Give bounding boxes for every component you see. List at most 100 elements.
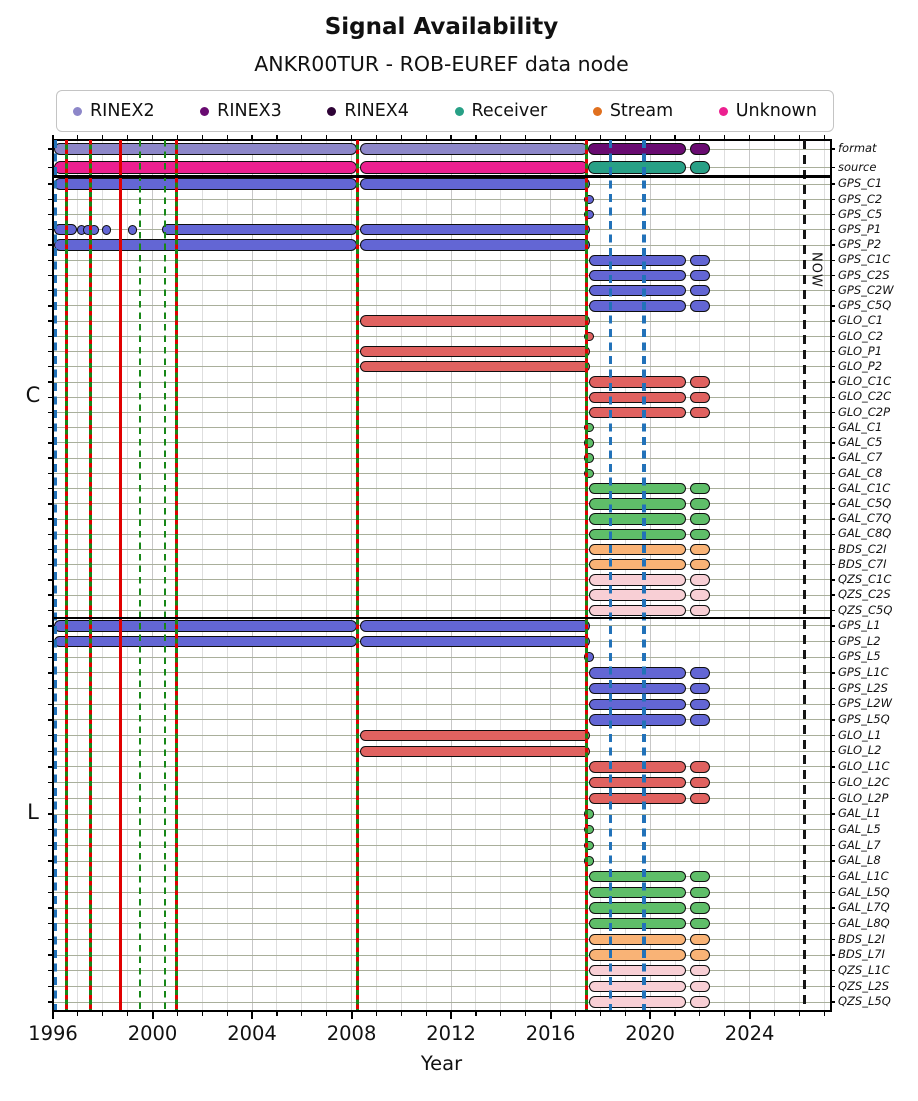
x-minor-tick: [151, 1011, 154, 1016]
x-minor-tick: [699, 1011, 701, 1016]
grid-line-vertical: [201, 140, 203, 1010]
x-minor-tick-top: [624, 134, 626, 139]
row-tick-right: [830, 381, 835, 383]
availability-bar: [589, 792, 687, 804]
x-minor-tick: [176, 1011, 178, 1016]
row-tick-right: [830, 766, 835, 768]
row-tick-right: [830, 828, 835, 831]
x-minor-tick: [226, 1011, 228, 1016]
row-tick-left: [48, 703, 53, 705]
row-label: source: [838, 159, 877, 174]
row-tick-left: [48, 985, 53, 988]
row-gridline: [53, 656, 830, 658]
row-label: GLO_P1: [838, 343, 883, 358]
row-label: QZS_C1C: [838, 572, 892, 587]
row-gridline: [53, 198, 830, 200]
grid-line-vertical: [77, 140, 79, 1010]
availability-dot: [584, 840, 594, 851]
availability-bar: [689, 513, 710, 525]
row-tick-right: [830, 442, 835, 444]
event-line-receiver-change: [118, 140, 122, 1010]
section-label-c: C: [25, 383, 41, 408]
row-tick-left: [48, 350, 53, 353]
grid-line-vertical: [574, 140, 576, 1010]
grid-line-vertical: [251, 140, 253, 1010]
x-minor-tick: [624, 1011, 626, 1016]
grid-line-vertical: [301, 140, 303, 1010]
x-minor-tick-top: [500, 134, 502, 139]
availability-bar: [689, 965, 710, 977]
availability-bar: [689, 886, 710, 899]
row-tick-left: [48, 672, 53, 674]
availability-bar: [360, 178, 591, 190]
row-tick-right: [830, 703, 835, 705]
row-gridline: [53, 488, 830, 490]
row-tick-right: [830, 411, 835, 414]
row-label: QZS_C2S: [838, 587, 891, 602]
row-label: GPS_C1: [838, 176, 883, 191]
x-minor-tick: [77, 1011, 79, 1016]
row-tick-right: [830, 213, 835, 216]
availability-bar: [589, 714, 687, 726]
grid-line-vertical: [276, 140, 278, 1010]
row-tick-left: [48, 954, 53, 956]
row-tick-left: [48, 640, 53, 643]
row-label: GPS_P2: [838, 237, 882, 252]
event-line-antenna-change: [138, 140, 142, 1010]
availability-bar: [589, 528, 687, 540]
availability-bar: [360, 745, 591, 757]
row-label: BDS_C7I: [838, 556, 887, 571]
availability-dot: [584, 422, 594, 433]
row-tick-left: [48, 396, 53, 398]
availability-bar: [589, 698, 687, 710]
x-major-tick: [350, 1011, 353, 1019]
availability-bar: [589, 513, 687, 525]
x-minor-tick-top: [574, 134, 577, 139]
row-tick-left: [48, 274, 53, 277]
availability-bar: [360, 361, 591, 373]
x-tick-label: 2016: [525, 1022, 576, 1045]
availability-bar: [689, 391, 710, 403]
grid-line-vertical: [450, 140, 452, 1010]
availability-bar: [689, 776, 710, 789]
row-tick-right: [830, 876, 835, 878]
chart-title: Signal Availability: [324, 14, 559, 40]
legend-item-rinex4: RINEX4: [327, 101, 409, 121]
grid-line-vertical: [400, 140, 402, 1010]
availability-bar: [589, 604, 687, 617]
event-line-red-dash-overlay: [356, 140, 360, 1010]
row-tick-right: [830, 844, 835, 847]
row-label: GPS_P1: [838, 221, 882, 236]
row-label: BDS_C2I: [838, 541, 887, 556]
row-gridline: [53, 938, 830, 940]
row-tick-left: [48, 876, 53, 878]
row-gridline: [53, 970, 830, 972]
row-tick-left: [48, 860, 53, 862]
grid-line-vertical: [550, 140, 552, 1010]
row-tick-right: [830, 672, 835, 674]
row-gridline: [53, 214, 830, 216]
row-gridline: [53, 472, 830, 474]
x-minor-tick: [674, 1011, 676, 1016]
availability-bar: [589, 574, 687, 586]
row-tick-left: [48, 289, 53, 292]
row-tick-right: [830, 259, 835, 261]
row-tick-left: [48, 781, 53, 784]
availability-bar: [589, 886, 687, 899]
row-gridline: [53, 442, 830, 444]
row-gridline: [53, 703, 830, 705]
availability-bar: [54, 620, 357, 632]
row-tick-left: [48, 411, 53, 414]
row-tick-right: [830, 244, 835, 246]
availability-bar: [54, 635, 357, 648]
row-tick-right: [830, 938, 835, 941]
row-tick-right: [830, 891, 835, 894]
row-tick-left: [48, 1001, 53, 1003]
grid-line-vertical: [226, 140, 228, 1010]
row-tick-right: [830, 750, 835, 752]
row-tick-right: [830, 609, 835, 612]
row-tick-left: [48, 594, 53, 596]
row-tick-left: [48, 472, 53, 475]
x-major-tick: [251, 1011, 254, 1019]
